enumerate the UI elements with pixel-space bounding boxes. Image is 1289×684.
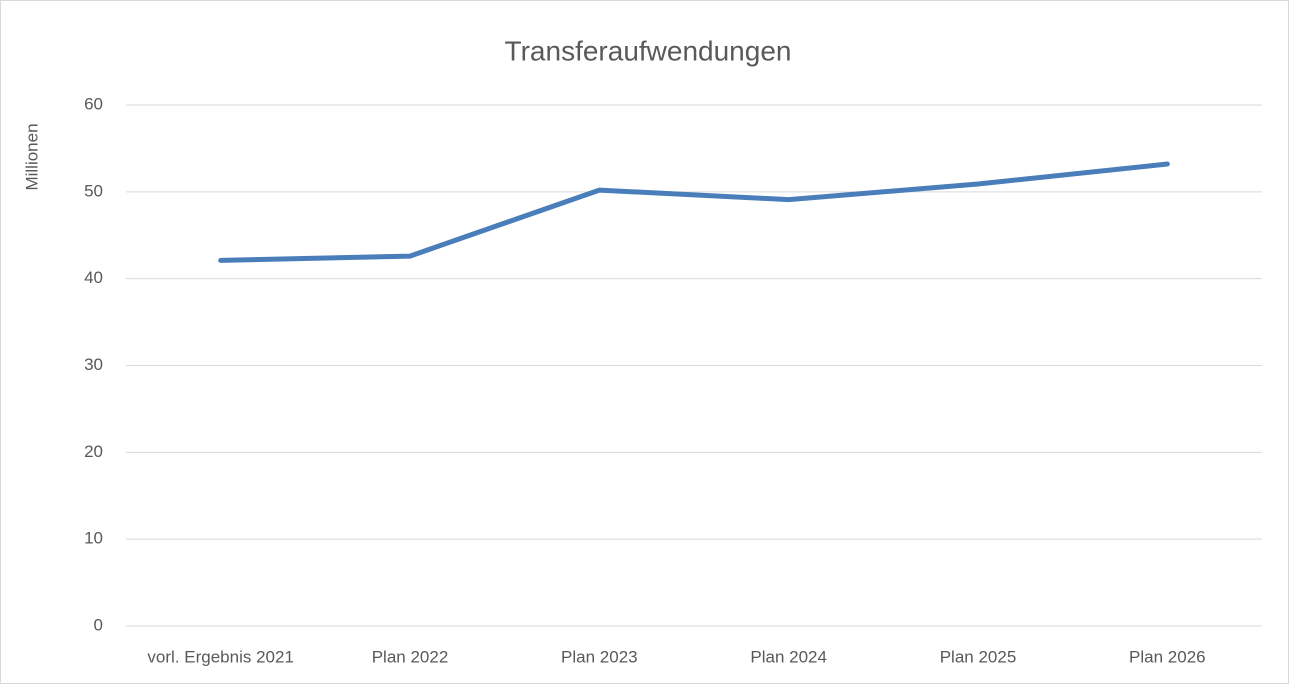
x-tick-label: Plan 2024: [750, 647, 827, 666]
x-tick-label: Plan 2025: [940, 647, 1017, 666]
y-tick-label: 0: [94, 615, 103, 634]
x-tick-label: Plan 2022: [372, 647, 449, 666]
y-tick-label: 40: [84, 268, 103, 287]
y-tick-label: 50: [84, 181, 103, 200]
y-axis-label: Millionen: [22, 123, 41, 190]
x-tick-label: Plan 2023: [561, 647, 638, 666]
y-tick-label: 10: [84, 529, 103, 548]
y-tick-label: 20: [84, 442, 103, 461]
x-tick-label: vorl. Ergebnis 2021: [147, 647, 293, 666]
data-line: [218, 161, 1170, 263]
y-tick-label: 30: [84, 355, 103, 374]
x-tick-label: Plan 2026: [1129, 647, 1206, 666]
chart-title: Transferaufwendungen: [505, 35, 792, 66]
y-tick-label: 60: [84, 94, 103, 113]
